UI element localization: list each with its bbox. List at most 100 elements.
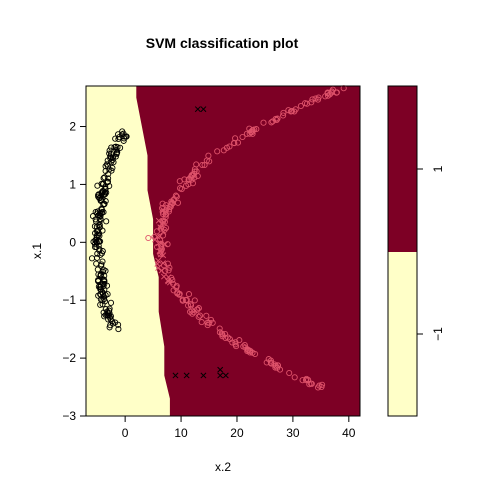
support-vector-point: [183, 372, 190, 379]
data-point: [95, 277, 102, 284]
data-point: [216, 325, 223, 332]
data-point: [153, 228, 160, 235]
data-point: [104, 157, 111, 164]
data-point: [195, 313, 202, 320]
support-vector-point: [222, 372, 229, 379]
support-vector-point: [217, 372, 224, 379]
x-tick-label: 30: [286, 426, 300, 440]
data-point: [107, 313, 114, 320]
data-point: [194, 306, 201, 313]
data-point: [178, 186, 185, 193]
data-point: [249, 349, 256, 356]
data-point: [106, 147, 113, 154]
data-point: [164, 260, 171, 267]
data-point: [94, 254, 101, 261]
data-point: [107, 299, 115, 306]
data-point: [109, 164, 116, 172]
plot-area: [85, 85, 361, 417]
data-point: [193, 306, 201, 313]
data-point: [101, 277, 108, 284]
data-point: [98, 188, 106, 196]
data-point: [98, 206, 105, 213]
data-point: [165, 208, 172, 215]
data-point: [203, 312, 210, 319]
data-point: [218, 330, 225, 337]
data-point: [333, 89, 340, 96]
data-point: [244, 346, 251, 353]
x-tick-label: 40: [342, 426, 356, 440]
data-points: [88, 85, 347, 391]
x-axis-label: x.2: [215, 460, 231, 474]
data-point: [187, 302, 195, 309]
x-tick-label: 10: [174, 426, 188, 440]
y-axis: −3 −2 −1 0 1 2: [62, 120, 86, 423]
data-point: [260, 119, 267, 126]
data-point: [115, 326, 122, 333]
data-point: [106, 166, 113, 173]
data-point: [196, 312, 204, 319]
data-point: [100, 175, 107, 182]
y-tick-label: −1: [62, 293, 76, 307]
data-point: [314, 384, 322, 391]
legend-swatch-class-1: [388, 86, 417, 252]
data-point: [94, 250, 101, 257]
x-axis: 0 10 20 30 40: [122, 416, 356, 440]
support-vector-point: [194, 106, 201, 113]
data-point: [268, 119, 275, 126]
x-tick-label: 20: [230, 426, 244, 440]
y-tick-label: 2: [69, 120, 76, 134]
data-point: [106, 182, 113, 190]
data-point: [170, 287, 177, 294]
data-point: [280, 112, 287, 119]
data-point: [99, 268, 106, 275]
data-point: [95, 238, 102, 245]
data-point: [303, 100, 311, 107]
data-point: [174, 199, 182, 206]
data-point: [199, 161, 206, 169]
data-point: [159, 200, 166, 207]
data-point: [309, 96, 316, 103]
data-point: [115, 131, 122, 138]
support-vector-point: [157, 248, 164, 255]
data-point: [232, 341, 239, 348]
data-point: [104, 291, 111, 298]
data-point: [98, 180, 105, 187]
data-point: [101, 201, 108, 208]
data-point: [95, 292, 102, 299]
data-point: [204, 322, 211, 329]
data-point: [97, 272, 104, 279]
data-point: [219, 333, 226, 340]
data-point: [95, 242, 102, 249]
data-point: [99, 289, 106, 296]
data-point: [117, 144, 124, 151]
data-point: [96, 194, 103, 201]
data-point: [164, 204, 171, 211]
data-point: [182, 297, 189, 304]
data-point: [187, 308, 194, 315]
legend-colorbar: 1 −1: [387, 85, 445, 417]
data-point: [198, 319, 205, 326]
data-point: [113, 151, 120, 158]
data-point: [99, 248, 106, 255]
data-point: [174, 290, 181, 297]
data-point: [274, 362, 282, 369]
data-point: [193, 168, 200, 175]
data-point: [115, 135, 122, 143]
data-point: [99, 195, 106, 202]
data-point: [287, 108, 294, 115]
data-point: [232, 135, 239, 142]
y-tick-label: −3: [62, 409, 76, 423]
legend-swatch-class-neg1: [388, 252, 417, 416]
data-point: [106, 150, 113, 157]
data-point: [299, 377, 306, 384]
support-vector-point: [155, 240, 162, 247]
support-vector-point: [217, 366, 224, 373]
support-vector-point: [200, 106, 207, 113]
legend-frame: [387, 85, 418, 417]
data-point: [191, 297, 198, 304]
data-point: [99, 258, 106, 265]
data-point: [185, 291, 193, 298]
data-point: [291, 374, 298, 381]
data-point: [98, 262, 105, 269]
data-point: [297, 102, 304, 110]
